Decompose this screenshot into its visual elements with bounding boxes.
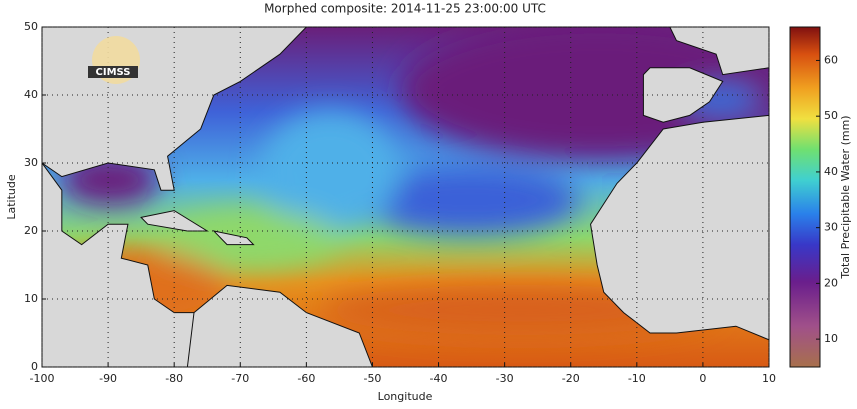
x-tick-label: -10 — [628, 372, 646, 385]
logo-text: CIMSS — [96, 67, 131, 78]
y-tick-label: 20 — [24, 224, 38, 237]
x-tick-label: -80 — [165, 372, 183, 385]
landmass — [186, 284, 373, 367]
x-tick-label: -70 — [231, 372, 249, 385]
y-tick-label: 50 — [24, 20, 38, 33]
x-axis-label: Longitude — [378, 390, 433, 403]
colorbar-label: Total Precipitable Water (mm) — [839, 115, 852, 279]
landmass — [590, 114, 769, 341]
colorbar-tick-label: 40 — [824, 165, 838, 178]
landmass — [669, 27, 769, 76]
y-tick-label: 10 — [24, 292, 38, 305]
y-tick-label: 0 — [31, 360, 38, 373]
x-tick-label: -60 — [297, 372, 315, 385]
y-tick-label: 40 — [24, 88, 38, 101]
x-tick-label: 0 — [699, 372, 706, 385]
map-title: Morphed composite: 2014-11-25 23:00:00 U… — [264, 2, 546, 16]
x-tick-label: -40 — [430, 372, 448, 385]
precipitable-water-field — [42, 27, 769, 367]
grid — [41, 26, 770, 368]
colorbar-tick-label: 60 — [824, 53, 838, 66]
landmass — [642, 67, 724, 123]
landmass — [212, 230, 255, 246]
colorbar-tick-label: 20 — [824, 276, 838, 289]
x-tick-label: -20 — [562, 372, 580, 385]
colorbar — [789, 26, 821, 368]
x-tick-label: -30 — [496, 372, 514, 385]
x-tick-label: -90 — [99, 372, 117, 385]
x-tick-label: -50 — [363, 372, 381, 385]
colorbar-tick-label: 30 — [824, 221, 838, 234]
logo: CIMSS — [88, 36, 140, 84]
y-axis-label: Latitude — [5, 174, 18, 220]
x-tick-label: -100 — [30, 372, 55, 385]
colorbar-tick-label: 10 — [824, 332, 838, 345]
y-tick-label: 30 — [24, 156, 38, 169]
x-tick-label: 10 — [762, 372, 776, 385]
colorbar-tick-label: 50 — [824, 109, 838, 122]
